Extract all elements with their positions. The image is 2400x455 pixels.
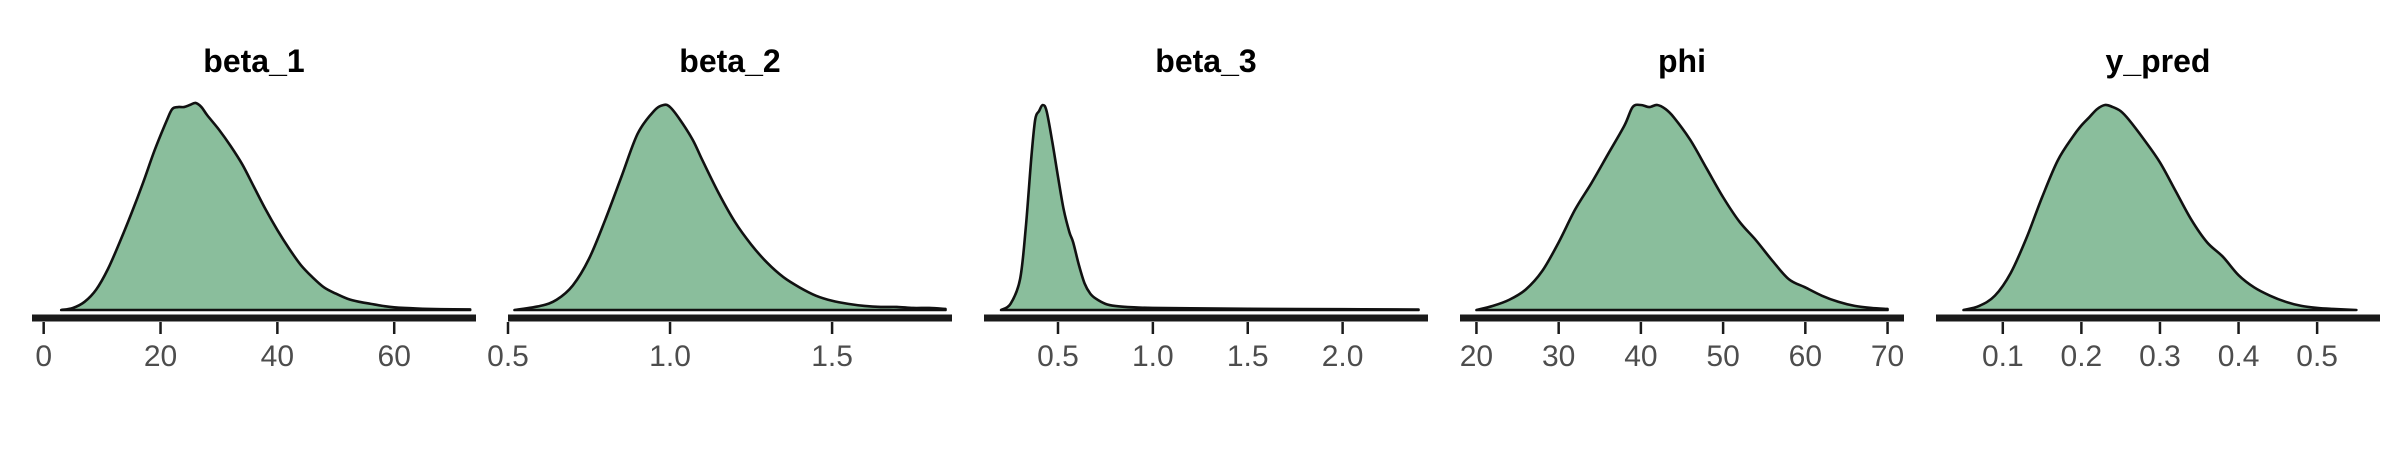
panel-title: phi xyxy=(1658,43,1706,79)
density-area-beta-2 xyxy=(514,104,946,311)
x-tick-label: 40 xyxy=(261,340,294,373)
density-panel-y-pred: y_pred 0.1 0.2 0.3 0.4 0.5 xyxy=(1936,43,2380,373)
x-tick-label: 50 xyxy=(1706,340,1739,373)
density-panel-beta-3: beta_3 0.5 1.0 1.5 2.0 xyxy=(984,43,1428,373)
x-tick-label: 60 xyxy=(1789,340,1822,373)
x-tick-label: 0 xyxy=(35,340,52,373)
density-curve-y-pred xyxy=(1962,103,2358,312)
panel-title: beta_2 xyxy=(679,43,780,79)
density-area-y-pred xyxy=(1963,104,2357,310)
x-tick-label: 1.0 xyxy=(649,340,691,373)
density-curve-phi xyxy=(1475,103,1889,312)
x-tick-label: 0.1 xyxy=(1982,340,2024,373)
x-tick-label: 40 xyxy=(1624,340,1657,373)
x-tick-label: 0.5 xyxy=(487,340,529,373)
x-tick-label: 2.0 xyxy=(1322,340,1364,373)
density-panel-beta-1: beta_1 0 20 40 60 xyxy=(32,43,476,373)
panel-title: y_pred xyxy=(2106,43,2211,79)
x-tick-label: 0.5 xyxy=(2296,340,2338,373)
density-area-beta-1 xyxy=(61,102,471,310)
x-tick-label: 1.5 xyxy=(811,340,853,373)
density-panel-beta-2: beta_2 0.5 1.0 1.5 xyxy=(487,43,952,373)
density-panel-phi: phi 20 30 40 50 60 70 xyxy=(1460,43,1904,373)
panel-title: beta_3 xyxy=(1155,43,1256,79)
x-tick-label: 20 xyxy=(144,340,177,373)
density-curve-beta-1 xyxy=(59,101,472,312)
x-tick-label: 1.5 xyxy=(1227,340,1269,373)
x-tick-label: 0.4 xyxy=(2218,340,2260,373)
x-tick-label: 0.2 xyxy=(2061,340,2103,373)
density-curve-beta-2 xyxy=(513,103,947,312)
x-tick-label: 20 xyxy=(1460,340,1493,373)
density-curve-beta-3 xyxy=(999,103,1420,312)
x-tick-label: 70 xyxy=(1871,340,1904,373)
density-area-beta-3 xyxy=(1001,105,1419,310)
x-tick-label: 60 xyxy=(378,340,411,373)
x-tick-label: 0.3 xyxy=(2139,340,2181,373)
x-tick-label: 1.0 xyxy=(1132,340,1174,373)
panel-title: beta_1 xyxy=(203,43,304,79)
x-tick-label: 30 xyxy=(1542,340,1575,373)
density-area-phi xyxy=(1476,104,1888,310)
x-tick-label: 0.5 xyxy=(1037,340,1079,373)
